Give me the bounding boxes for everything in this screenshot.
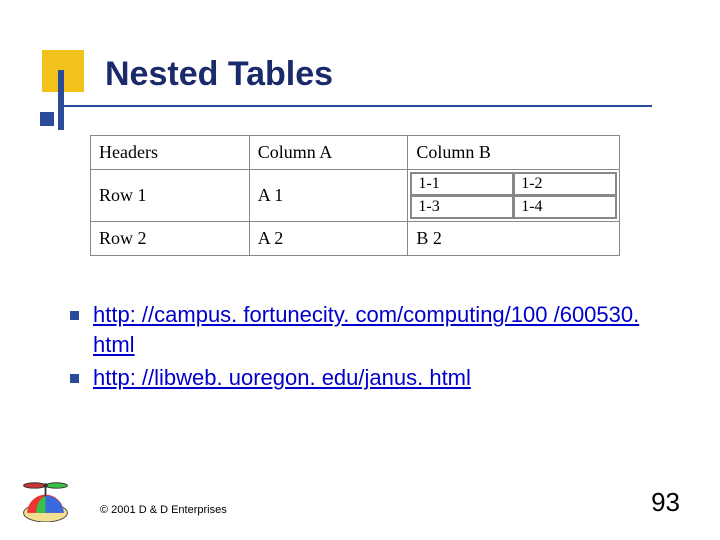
list-item: http: //campus. fortunecity. com/computi… — [70, 300, 680, 359]
nested-cell: 1-2 — [514, 173, 616, 195]
deco-blue-small — [40, 112, 54, 126]
table-row: Row 1 A 1 1-1 1-2 1-3 1-4 — [91, 170, 620, 222]
table-row: Row 2 A 2 B 2 — [91, 222, 620, 256]
list-item: http: //libweb. uoregon. edu/janus. html — [70, 363, 680, 393]
link-text[interactable]: http: //campus. fortunecity. com/computi… — [93, 300, 680, 359]
copyright-text: © 2001 D & D Enterprises — [100, 504, 227, 516]
bullet-list: http: //campus. fortunecity. com/computi… — [70, 300, 680, 397]
title-underline — [62, 105, 652, 107]
bullet-icon — [70, 311, 79, 320]
nested-table-cell: 1-1 1-2 1-3 1-4 — [408, 170, 620, 222]
nested-cell: 1-3 — [411, 196, 513, 218]
nested-table: 1-1 1-2 1-3 1-4 — [410, 172, 617, 219]
table-header-cell: Headers — [91, 136, 250, 170]
nested-cell: 1-4 — [514, 196, 616, 218]
bullet-icon — [70, 374, 79, 383]
table-cell: A 2 — [249, 222, 408, 256]
link-text[interactable]: http: //libweb. uoregon. edu/janus. html — [93, 363, 471, 393]
table-cell: Row 1 — [91, 170, 250, 222]
table-header-row: Headers Column A Column B — [91, 136, 620, 170]
table-header-cell: Column A — [249, 136, 408, 170]
logo-icon — [18, 480, 73, 522]
slide-title: Nested Tables — [105, 55, 333, 94]
table-cell: B 2 — [408, 222, 620, 256]
table-header-cell: Column B — [408, 136, 620, 170]
example-table: Headers Column A Column B Row 1 A 1 1-1 … — [90, 135, 620, 256]
page-number: 93 — [651, 487, 680, 518]
table-cell: Row 2 — [91, 222, 250, 256]
deco-blue-vert — [58, 70, 64, 130]
nested-cell: 1-1 — [411, 173, 513, 195]
table-cell: A 1 — [249, 170, 408, 222]
